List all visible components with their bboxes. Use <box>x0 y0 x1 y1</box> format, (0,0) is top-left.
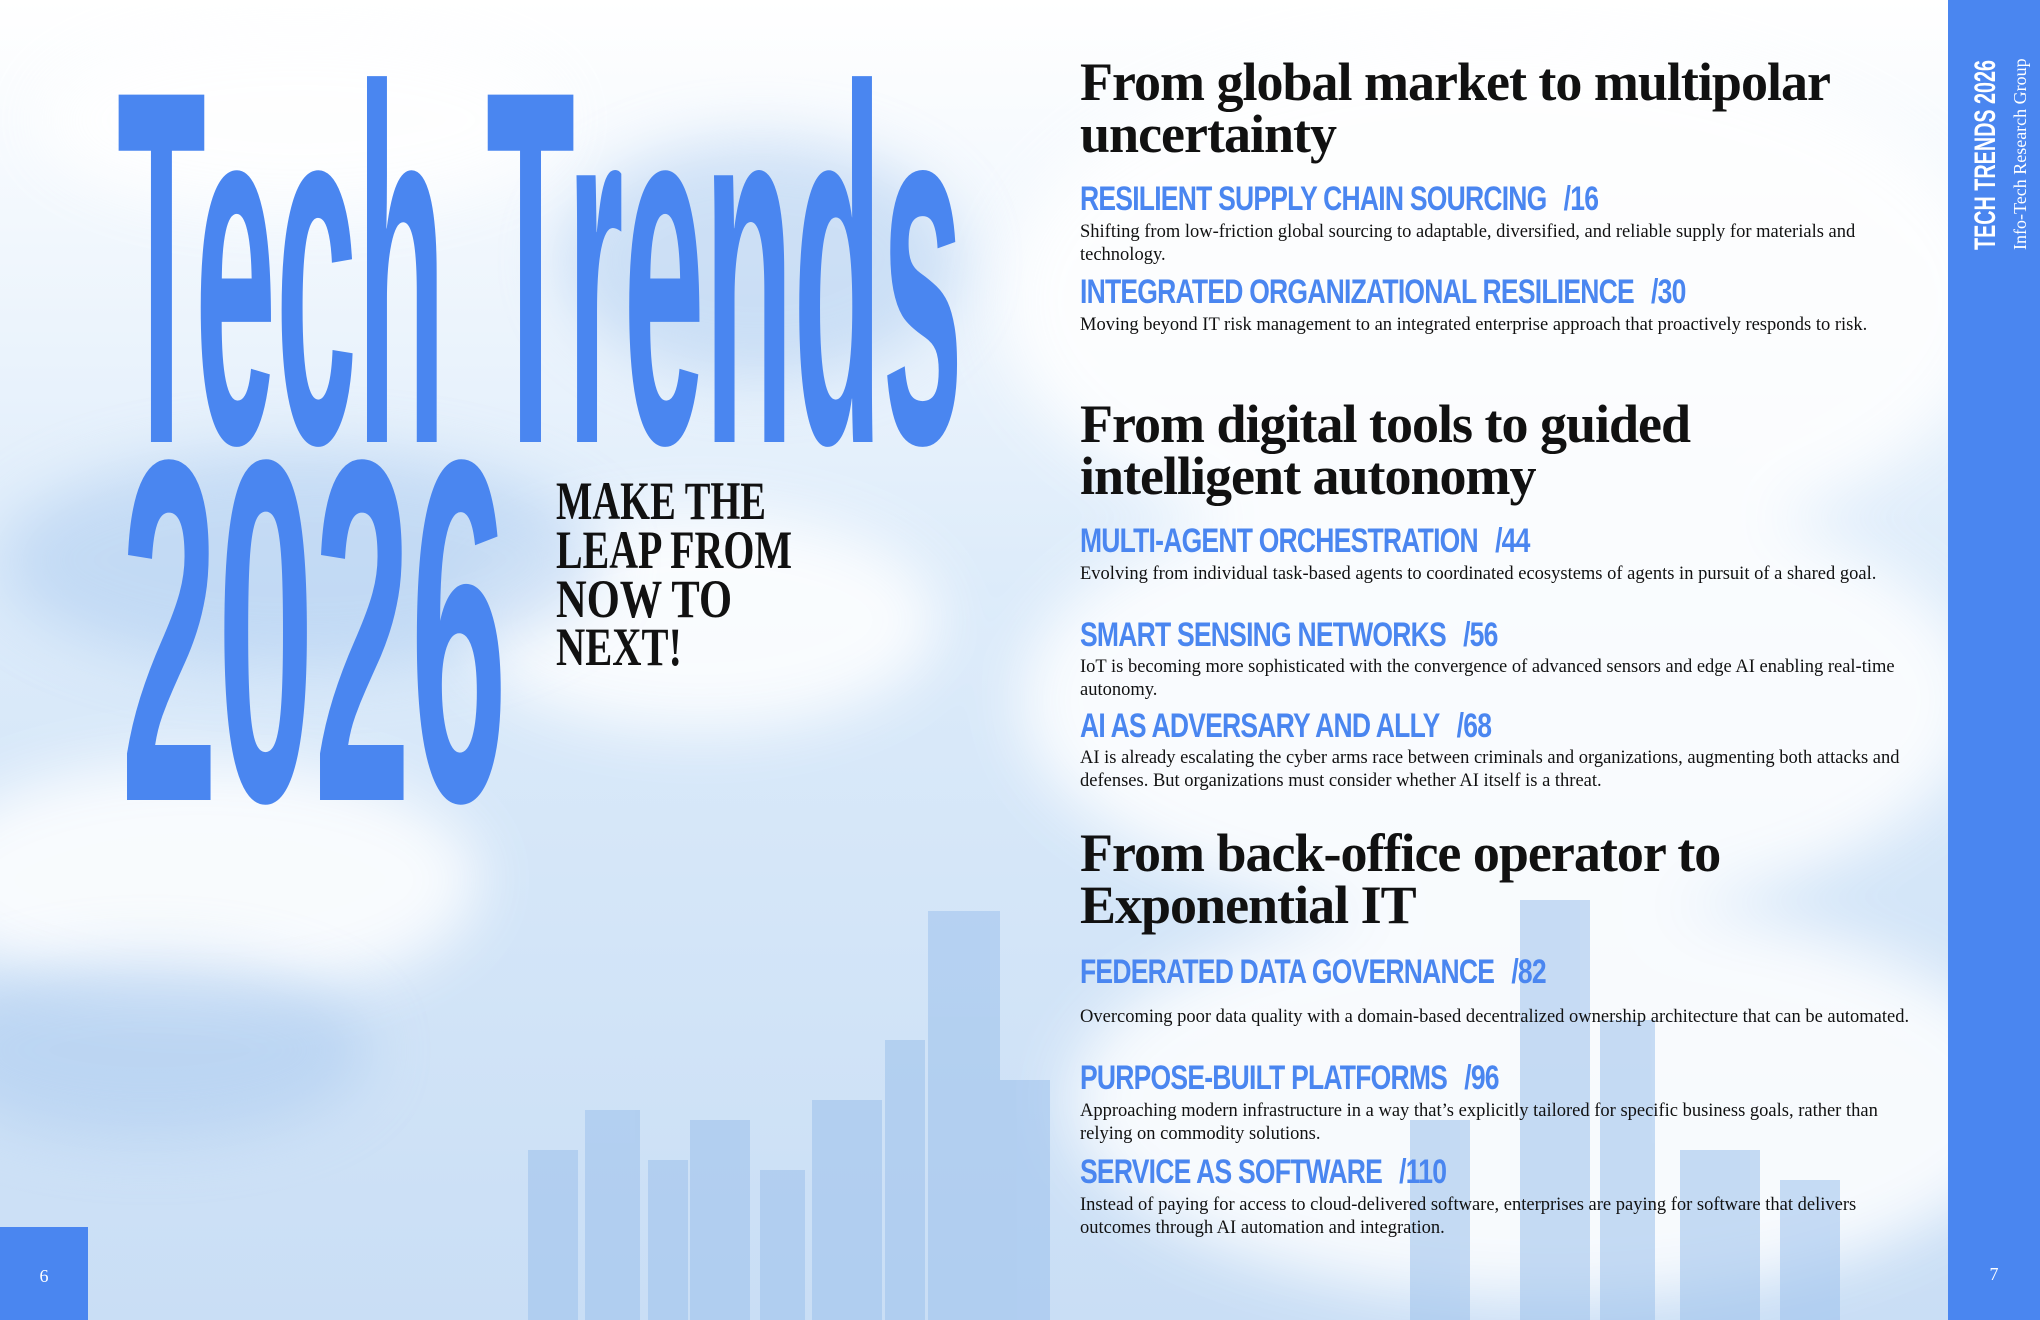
trend-page: /68 <box>1456 707 1492 745</box>
heading-line: Exponential IT <box>1080 875 1417 935</box>
trend-title: FEDERATED DATA GOVERNANCE/82 <box>1080 953 1547 992</box>
trend-page: /96 <box>1464 1059 1499 1097</box>
trend-description: Evolving from individual task-based agen… <box>1080 564 1877 584</box>
page-number: 7 <box>1990 1264 1999 1284</box>
trend-title: SERVICE AS SOFTWARE/110 <box>1080 1153 1447 1192</box>
heading-line: From digital tools to guided <box>1080 394 1691 454</box>
page-number: 6 <box>40 1266 49 1286</box>
trend-title: MULTI-AGENT ORCHESTRATION/44 <box>1080 522 1530 561</box>
section-heading: From digital tools to guided intelligent … <box>1080 394 1940 506</box>
section-heading: From back-office operator to Exponential … <box>1080 823 1940 935</box>
sidebar-title: TECH TRENDS 2026 <box>1969 60 2002 250</box>
tagline: LEAP FROM <box>556 520 792 580</box>
tagline: NEXT! <box>556 617 682 677</box>
trend-name: MULTI-AGENT ORCHESTRATION <box>1080 522 1479 560</box>
cover-year: 2026 <box>121 359 507 904</box>
heading-line: From global market to multipolar <box>1080 52 1831 112</box>
trend-title: INTEGRATED ORGANIZATIONAL RESILIENCE/30 <box>1080 273 1686 312</box>
trend-title: AI AS ADVERSARY AND ALLY/68 <box>1080 707 1492 746</box>
trend-page: /110 <box>1399 1153 1447 1191</box>
tagline: NOW TO <box>556 569 732 629</box>
heading-line: From back-office operator to <box>1080 823 1721 883</box>
trend-name: FEDERATED DATA GOVERNANCE <box>1080 953 1495 991</box>
trend-page: /16 <box>1563 180 1599 218</box>
trend-name: RESILIENT SUPPLY CHAIN SOURCING <box>1080 180 1547 218</box>
section-heading: From global market to multipolar uncertai… <box>1080 52 1940 164</box>
trend-title: RESILIENT SUPPLY CHAIN SOURCING/16 <box>1080 180 1599 219</box>
trend-description: IoT is becoming more sophisticated with … <box>1080 657 1895 700</box>
trend-description: Shifting from low-friction global sourci… <box>1080 222 1856 265</box>
trend-name: AI AS ADVERSARY AND ALLY <box>1080 707 1440 745</box>
trend-page: /82 <box>1511 953 1546 991</box>
trend-description: AI is already escalating the cyber arms … <box>1080 748 1900 791</box>
trend-description: Moving beyond IT risk management to an i… <box>1080 315 1868 335</box>
trend-page: /56 <box>1463 616 1498 654</box>
trend-page: /44 <box>1495 522 1530 560</box>
heading-line: intelligent autonomy <box>1080 446 1537 506</box>
heading-line: uncertainty <box>1080 104 1337 164</box>
cover-title: Tech Trends <box>117 0 963 550</box>
trend-description: Approaching modern infrastructure in a w… <box>1080 1101 1878 1144</box>
trend-description: Overcoming poor data quality with a doma… <box>1080 1007 1910 1027</box>
trend-name: SERVICE AS SOFTWARE <box>1080 1153 1383 1191</box>
trend-name: PURPOSE-BUILT PLATFORMS <box>1080 1059 1448 1097</box>
sidebar-publisher: Info-Tech Research Group <box>2010 58 2030 250</box>
trend-page: /30 <box>1651 273 1686 311</box>
trend-description: Instead of paying for access to cloud-de… <box>1080 1195 1857 1238</box>
tagline: MAKE THE <box>556 471 766 531</box>
trend-title: PURPOSE-BUILT PLATFORMS/96 <box>1080 1059 1500 1098</box>
trend-name: INTEGRATED ORGANIZATIONAL RESILIENCE <box>1080 273 1635 311</box>
trend-name: SMART SENSING NETWORKS <box>1080 616 1447 654</box>
trend-title: SMART SENSING NETWORKS/56 <box>1080 616 1498 655</box>
